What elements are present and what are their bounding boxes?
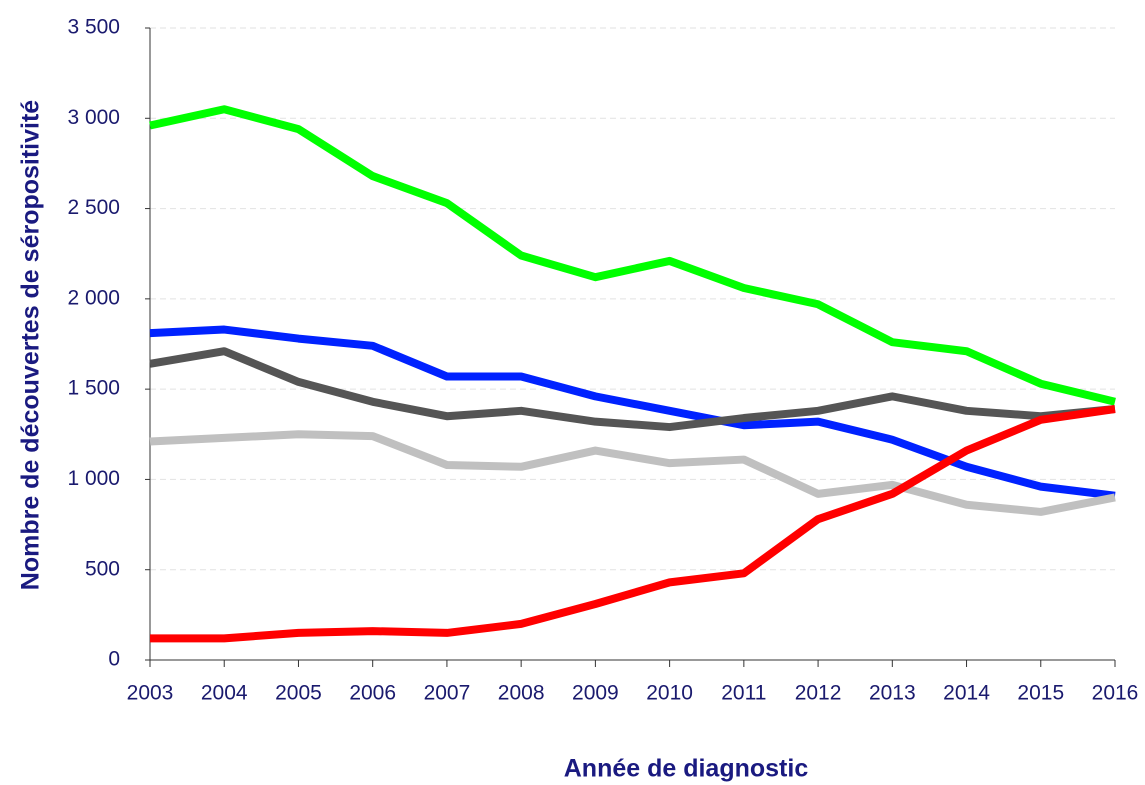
x-tick-label: 2013 (869, 682, 916, 705)
x-axis-title: Année de diagnostic (564, 755, 809, 783)
y-tick-label: 2 500 (67, 196, 120, 219)
y-tick-label: 1 500 (67, 377, 120, 400)
x-tick-label: 2012 (795, 682, 842, 705)
x-tick-label: 2016 (1092, 682, 1139, 705)
x-tick-label: 2009 (572, 682, 619, 705)
y-tick-label: 1 000 (67, 467, 120, 490)
x-tick-label: 2006 (349, 682, 396, 705)
x-tick-label: 2003 (127, 682, 174, 705)
y-tick-label: 500 (85, 557, 120, 580)
x-tick-label: 2010 (646, 682, 693, 705)
x-tick-label: 2005 (275, 682, 322, 705)
x-tick-label: 2007 (424, 682, 471, 705)
series-line (149, 347, 1116, 432)
y-tick-label: 0 (108, 648, 120, 671)
y-tick-label: 3 500 (67, 16, 120, 39)
series-line (150, 405, 1116, 643)
y-axis-title: Nombre de découvertes de séropositivité (17, 100, 45, 591)
x-tick-label: 2011 (721, 682, 766, 705)
y-tick-label: 2 000 (67, 286, 120, 309)
series-line (149, 105, 1116, 406)
x-tick-label: 2004 (201, 682, 248, 705)
y-tick-label: 3 000 (67, 106, 120, 129)
x-tick-label: 2008 (498, 682, 545, 705)
series-line (149, 430, 1116, 516)
x-tick-label: 2014 (943, 682, 990, 705)
x-tick-label: 2015 (1017, 682, 1064, 705)
